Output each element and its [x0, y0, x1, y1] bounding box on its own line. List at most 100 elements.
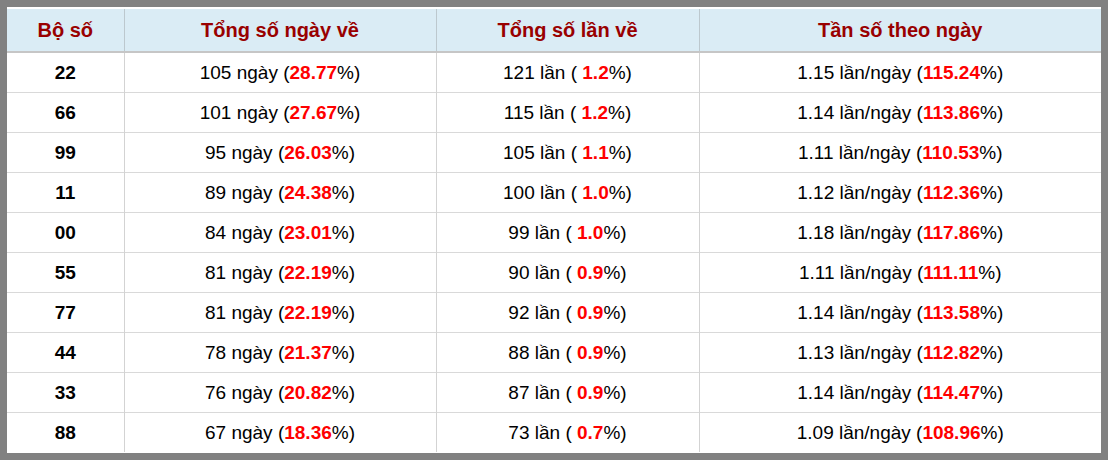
frequency-suffix: %): [979, 142, 1002, 163]
table-row: 33 76 ngày (20.82%) 87 lần ( 0.9%) 1.14 …: [7, 373, 1101, 413]
frequency-text: 1.15 lần/ngày (: [797, 62, 923, 83]
frequency-text: 1.13 lần/ngày (: [797, 342, 923, 363]
frequency-cell: 1.09 lần/ngày (108.96%): [699, 413, 1101, 453]
days-percent: 20.82: [284, 382, 332, 403]
pair-cell: 44: [7, 333, 124, 373]
days-text: 76 ngày (: [205, 382, 284, 403]
times-suffix: %): [603, 382, 626, 403]
days-percent: 27.67: [290, 102, 338, 123]
times-suffix: %): [603, 302, 626, 323]
column-header-daily-frequency: Tần số theo ngày: [699, 8, 1101, 52]
frequency-text: 1.14 lần/ngày (: [797, 302, 923, 323]
frequency-percent: 112.82: [923, 342, 980, 363]
times-cell: 115 lần ( 1.2%): [436, 93, 699, 133]
days-suffix: %): [332, 182, 355, 203]
frequency-cell: 1.14 lần/ngày (113.58%): [699, 293, 1101, 333]
days-percent: 28.77: [290, 62, 338, 83]
days-cell: 81 ngày (22.19%): [124, 253, 436, 293]
days-cell: 84 ngày (23.01%): [124, 213, 436, 253]
frequency-percent: 117.86: [923, 222, 980, 243]
days-percent: 18.36: [284, 422, 332, 443]
frequency-percent: 115.24: [923, 62, 980, 83]
days-text: 81 ngày (: [205, 262, 284, 283]
times-percent: 0.9: [577, 302, 603, 323]
table-row: 88 67 ngày (18.36%) 73 lần ( 0.7%) 1.09 …: [7, 413, 1101, 453]
times-text: 121 lần (: [503, 62, 582, 83]
table-row: 44 78 ngày (21.37%) 88 lần ( 0.9%) 1.13 …: [7, 333, 1101, 373]
times-percent: 1.0: [577, 222, 603, 243]
times-text: 115 lần (: [504, 102, 582, 123]
column-header-total-days: Tổng số ngày về: [124, 8, 436, 52]
frequency-cell: 1.11 lần/ngày (111.11%): [699, 253, 1101, 293]
days-percent: 21.37: [284, 342, 332, 363]
times-percent: 1.2: [582, 102, 608, 123]
table-row: 66 101 ngày (27.67%) 115 lần ( 1.2%) 1.1…: [7, 93, 1101, 133]
frequency-text: 1.18 lần/ngày (: [797, 222, 923, 243]
times-text: 73 lần (: [508, 422, 577, 443]
days-suffix: %): [332, 142, 355, 163]
frequency-text: 1.12 lần/ngày (: [797, 182, 923, 203]
days-percent: 24.38: [284, 182, 332, 203]
frequency-cell: 1.11 lần/ngày (110.53%): [699, 133, 1101, 173]
frequency-percent: 112.36: [923, 182, 980, 203]
times-suffix: %): [603, 222, 626, 243]
days-cell: 78 ngày (21.37%): [124, 333, 436, 373]
times-text: 92 lần (: [508, 302, 577, 323]
column-header-pair: Bộ số: [7, 8, 124, 52]
frequency-percent: 113.86: [923, 102, 980, 123]
frequency-text: 1.14 lần/ngày (: [797, 102, 923, 123]
table-row: 11 89 ngày (24.38%) 100 lần ( 1.0%) 1.12…: [7, 173, 1101, 213]
frequency-percent: 110.53: [922, 142, 979, 163]
times-cell: 88 lần ( 0.9%): [436, 333, 699, 373]
days-cell: 67 ngày (18.36%): [124, 413, 436, 453]
days-text: 67 ngày (: [205, 422, 284, 443]
times-suffix: %): [609, 182, 632, 203]
pair-cell: 22: [7, 52, 124, 93]
table-row: 77 81 ngày (22.19%) 92 lần ( 0.9%) 1.14 …: [7, 293, 1101, 333]
frequency-cell: 1.12 lần/ngày (112.36%): [699, 173, 1101, 213]
times-cell: 92 lần ( 0.9%): [436, 293, 699, 333]
times-percent: 1.2: [582, 62, 608, 83]
pair-statistics-table: Bộ số Tổng số ngày về Tổng số lần về Tần…: [7, 7, 1101, 452]
table-row: 99 95 ngày (26.03%) 105 lần ( 1.1%) 1.11…: [7, 133, 1101, 173]
frequency-suffix: %): [978, 262, 1001, 283]
days-percent: 22.19: [284, 262, 332, 283]
days-percent: 22.19: [284, 302, 332, 323]
frequency-cell: 1.15 lần/ngày (115.24%): [699, 52, 1101, 93]
times-text: 90 lần (: [508, 262, 577, 283]
pair-cell: 00: [7, 213, 124, 253]
times-cell: 87 lần ( 0.9%): [436, 373, 699, 413]
frequency-text: 1.14 lần/ngày (: [797, 382, 923, 403]
days-text: 78 ngày (: [205, 342, 284, 363]
days-cell: 81 ngày (22.19%): [124, 293, 436, 333]
table-row: 55 81 ngày (22.19%) 90 lần ( 0.9%) 1.11 …: [7, 253, 1101, 293]
times-suffix: %): [609, 142, 632, 163]
days-percent: 26.03: [284, 142, 332, 163]
days-cell: 95 ngày (26.03%): [124, 133, 436, 173]
times-cell: 90 lần ( 0.9%): [436, 253, 699, 293]
times-suffix: %): [603, 262, 626, 283]
pair-cell: 66: [7, 93, 124, 133]
times-cell: 100 lần ( 1.0%): [436, 173, 699, 213]
frequency-text: 1.11 lần/ngày (: [798, 142, 922, 163]
frequency-suffix: %): [980, 342, 1003, 363]
pair-cell: 55: [7, 253, 124, 293]
days-text: 84 ngày (: [205, 222, 284, 243]
times-cell: 121 lần ( 1.2%): [436, 52, 699, 93]
days-suffix: %): [332, 222, 355, 243]
times-cell: 105 lần ( 1.1%): [436, 133, 699, 173]
frequency-cell: 1.13 lần/ngày (112.82%): [699, 333, 1101, 373]
days-suffix: %): [332, 382, 355, 403]
table-row: 22 105 ngày (28.77%) 121 lần ( 1.2%) 1.1…: [7, 52, 1101, 93]
frequency-suffix: %): [980, 302, 1003, 323]
frequency-text: 1.11 lần/ngày (: [799, 262, 923, 283]
days-suffix: %): [332, 302, 355, 323]
frequency-suffix: %): [980, 222, 1003, 243]
times-text: 105 lần (: [503, 142, 582, 163]
frequency-cell: 1.14 lần/ngày (113.86%): [699, 93, 1101, 133]
times-percent: 1.0: [582, 182, 608, 203]
lottery-pair-statistics-panel: Bộ số Tổng số ngày về Tổng số lần về Tần…: [0, 0, 1108, 460]
days-suffix: %): [332, 422, 355, 443]
header-row: Bộ số Tổng số ngày về Tổng số lần về Tần…: [7, 8, 1101, 52]
times-percent: 0.9: [577, 262, 603, 283]
